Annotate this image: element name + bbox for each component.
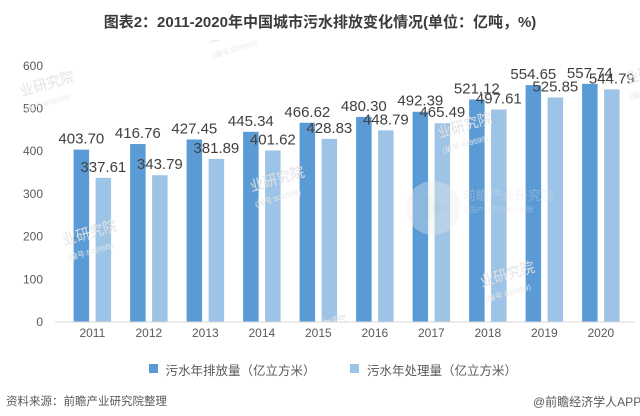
svg-text:448.79: 448.79	[363, 111, 409, 128]
svg-text:2011: 2011	[79, 326, 105, 340]
svg-text:2014: 2014	[248, 326, 275, 340]
svg-text:100: 100	[23, 272, 43, 286]
svg-text:544.79: 544.79	[589, 70, 635, 87]
svg-text:381.89: 381.89	[193, 140, 239, 157]
svg-text:466.62: 466.62	[284, 104, 330, 121]
svg-text:500: 500	[23, 102, 43, 116]
svg-text:497.61: 497.61	[476, 91, 522, 108]
svg-text:2018: 2018	[474, 326, 501, 340]
svg-text:343.79: 343.79	[137, 156, 183, 173]
svg-text:300: 300	[23, 187, 43, 201]
svg-text:2012: 2012	[135, 326, 162, 340]
svg-text:465.49: 465.49	[419, 104, 465, 121]
svg-text:445.34: 445.34	[228, 113, 274, 130]
svg-text:403.70: 403.70	[58, 131, 104, 148]
svg-text:428.83: 428.83	[306, 120, 352, 137]
svg-text:416.76: 416.76	[115, 125, 161, 142]
svg-text:427.45: 427.45	[171, 120, 217, 137]
svg-text:2017: 2017	[418, 326, 445, 340]
svg-text:0: 0	[36, 315, 43, 329]
svg-text:2019: 2019	[531, 326, 558, 340]
svg-text:2013: 2013	[192, 326, 219, 340]
svg-text:2015: 2015	[305, 326, 332, 340]
svg-text:200: 200	[23, 230, 43, 244]
svg-text:337.61: 337.61	[80, 159, 126, 176]
svg-text:400: 400	[23, 144, 43, 158]
svg-text:2016: 2016	[361, 326, 388, 340]
svg-text:600: 600	[23, 59, 43, 73]
svg-text:2020: 2020	[587, 326, 614, 340]
svg-text:401.62: 401.62	[250, 132, 296, 149]
